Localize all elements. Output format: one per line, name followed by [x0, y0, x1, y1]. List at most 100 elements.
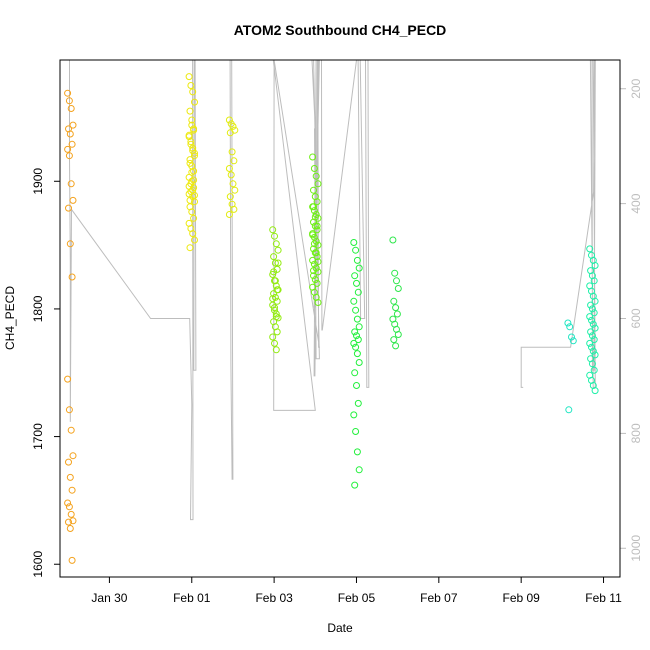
data-point: [67, 426, 75, 434]
data-point: [591, 387, 599, 395]
data-point: [352, 246, 360, 254]
right-tick-label: 800: [629, 423, 643, 443]
data-point: [64, 499, 72, 507]
data-point: [586, 339, 594, 347]
x-tick-label: Feb 07: [420, 591, 458, 605]
data-point: [270, 268, 278, 276]
data-point: [191, 98, 198, 106]
data-point: [191, 149, 198, 157]
data-point: [591, 297, 599, 305]
series-6: [350, 239, 363, 489]
data-point: [191, 236, 198, 244]
data-point: [271, 339, 278, 347]
data-point: [274, 314, 282, 322]
y-tick-label: 1700: [31, 423, 45, 450]
data-point: [65, 406, 73, 414]
data-point: [226, 129, 234, 137]
data-point: [353, 382, 360, 389]
data-point: [68, 273, 76, 281]
data-point: [271, 259, 279, 267]
data-point: [68, 556, 76, 564]
data-point: [311, 276, 319, 284]
data-point: [228, 148, 236, 156]
data-point: [353, 256, 361, 264]
y-axis-label: CH4_PECD: [3, 286, 17, 350]
data-point: [186, 156, 194, 164]
data-point: [390, 336, 398, 344]
right-tick-label: 600: [629, 308, 643, 328]
data-point: [269, 295, 277, 303]
data-point: [355, 466, 363, 474]
data-point: [186, 244, 194, 252]
data-point: [310, 186, 317, 194]
data-point: [314, 241, 322, 249]
data-point: [591, 324, 599, 332]
data-point: [350, 297, 358, 305]
data-point: [565, 406, 573, 414]
data-point: [591, 262, 599, 269]
right-tick-label: 400: [629, 193, 643, 213]
data-point: [310, 203, 317, 211]
data-point: [187, 138, 195, 146]
data-point: [225, 116, 233, 124]
data-point: [355, 264, 363, 272]
data-point: [351, 328, 359, 336]
data-point: [272, 310, 280, 318]
data-point: [354, 336, 362, 344]
data-point: [65, 458, 72, 466]
data-point: [185, 73, 193, 81]
data-point: [271, 306, 278, 314]
data-point: [227, 171, 235, 179]
data-point: [274, 259, 282, 267]
data-point: [391, 269, 399, 277]
data-point: [272, 240, 280, 248]
data-point: [314, 258, 322, 266]
data-point: [190, 126, 198, 134]
data-point: [589, 320, 597, 328]
data-point: [351, 369, 359, 377]
data-point: [355, 359, 363, 366]
data-point: [309, 231, 317, 239]
data-point: [64, 375, 72, 383]
data-point: [393, 277, 400, 285]
data-point: [311, 213, 319, 221]
series-4: [269, 226, 282, 354]
data-point: [67, 510, 75, 518]
data-point: [65, 503, 73, 511]
data-point: [189, 230, 197, 238]
series-3: [225, 116, 239, 218]
data-point: [65, 97, 73, 105]
data-point: [390, 297, 398, 305]
x-axis-label: Date: [327, 621, 353, 635]
data-point: [229, 180, 237, 188]
data-point: [189, 88, 197, 96]
x-tick-label: Feb 03: [255, 591, 293, 605]
data-point: [587, 301, 595, 309]
data-point: [64, 89, 72, 97]
data-point: [589, 347, 597, 355]
data-point: [274, 246, 282, 254]
data-point: [313, 253, 321, 261]
data-point: [65, 204, 72, 212]
data-point: [350, 239, 358, 246]
data-point: [568, 333, 575, 341]
data-point: [269, 333, 277, 341]
data-point: [590, 366, 598, 374]
data-point: [586, 245, 594, 253]
data-point: [271, 304, 278, 312]
data-point: [67, 180, 75, 188]
y-tick-label: 1800: [31, 295, 45, 322]
data-point: [591, 351, 599, 359]
data-point: [273, 328, 281, 336]
data-point: [225, 165, 233, 172]
x-tick-label: Feb 05: [338, 591, 376, 605]
data-point: [230, 157, 238, 165]
pressure-trace-layer: [69, 60, 596, 521]
right-tick-label: 1000: [629, 535, 643, 562]
points-layer: [64, 73, 599, 564]
data-point: [394, 285, 402, 292]
data-point: [68, 486, 76, 494]
data-point: [185, 190, 193, 198]
data-point: [393, 310, 401, 318]
x-tick-label: Feb 09: [502, 591, 540, 605]
